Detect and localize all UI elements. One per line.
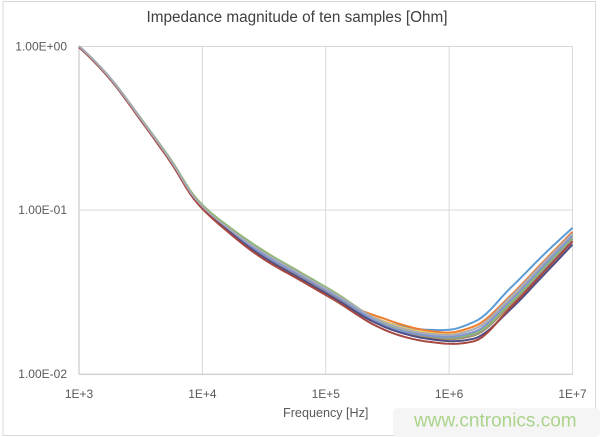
- svg-text:1.00E-01: 1.00E-01: [18, 203, 67, 217]
- svg-text:1E+5: 1E+5: [312, 387, 341, 401]
- svg-text:1.00E-02: 1.00E-02: [18, 367, 67, 381]
- svg-text:1.00E+00: 1.00E+00: [15, 40, 67, 54]
- svg-text:www.cntronics.com: www.cntronics.com: [413, 411, 577, 432]
- svg-text:Frequency [Hz]: Frequency [Hz]: [283, 406, 368, 420]
- svg-text:1E+6: 1E+6: [435, 387, 464, 401]
- svg-text:1E+3: 1E+3: [65, 387, 94, 401]
- svg-text:Impedance magnitude of ten sam: Impedance magnitude of ten samples [Ohm]: [146, 9, 447, 26]
- svg-text:1E+4: 1E+4: [188, 387, 217, 401]
- svg-text:1E+7: 1E+7: [558, 387, 587, 401]
